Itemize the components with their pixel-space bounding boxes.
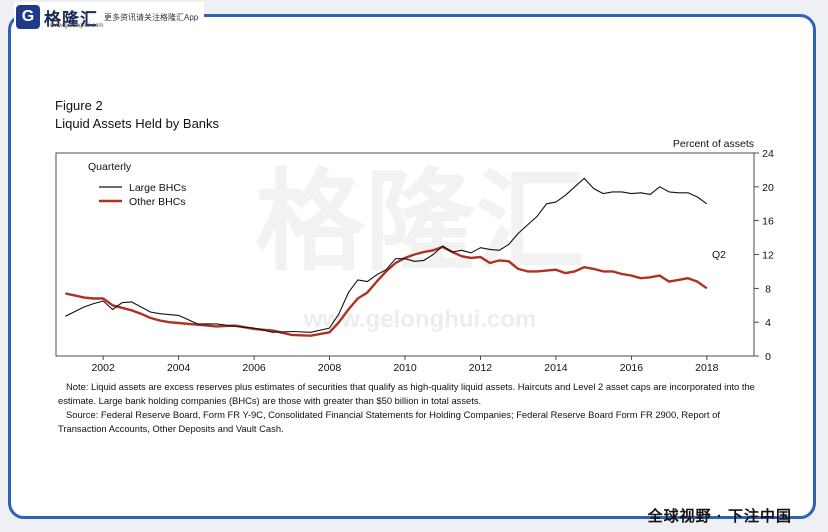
watermark-text-cn: 格隆汇: [255, 161, 585, 284]
x-tick-label: 2012: [469, 362, 493, 374]
watermark-text-url: www.gelonghui.com: [303, 306, 536, 333]
series-line-large-bhcs: [65, 177, 708, 333]
y-tick-label: 24: [762, 148, 774, 160]
brand-url: www.gelonghui.com: [50, 23, 104, 29]
y-tick-label: 12: [762, 250, 774, 262]
legend-label-other-bhcs: Other BHCs: [129, 196, 186, 208]
y-axis-label: Percent of assets: [673, 138, 754, 150]
frequency-label: Quarterly: [88, 161, 132, 173]
brand-header: G 格隆汇 www.gelonghui.com 更多资讯请关注格隆汇App: [14, 2, 205, 32]
figure-note: Note: Liquid assets are excess reserves …: [58, 380, 758, 436]
series-lines: [65, 177, 708, 337]
latest-quarter-label: Q2: [712, 249, 726, 261]
x-tick-label: 2008: [318, 362, 342, 374]
figure-caption: Liquid Assets Held by Banks: [55, 116, 220, 131]
note-text: Note: Liquid assets are excess reserves …: [58, 381, 755, 406]
x-tick-label: 2018: [695, 362, 719, 374]
series-line-other-bhcs: [65, 245, 708, 337]
x-tick-label: 2006: [242, 362, 266, 374]
footer-tagline: 全球视野 · 下注中国: [647, 508, 792, 525]
y-tick-label: 0: [765, 351, 771, 363]
y-axis: 0 4 8 12 16 20 24: [754, 148, 774, 363]
x-tick-label: 2002: [91, 362, 115, 374]
x-tick-label: 2016: [620, 362, 644, 374]
figure-number: Figure 2: [55, 98, 103, 113]
y-tick-label: 16: [762, 216, 774, 228]
x-axis: 2002 2004 2006 2008 2010 2012 2014 2016 2018: [91, 356, 719, 374]
figure-frame: [8, 14, 816, 519]
x-tick-label: 2010: [393, 362, 417, 374]
legend: Large BHCs Other BHCs: [99, 182, 186, 208]
y-tick-label: 20: [762, 182, 774, 194]
x-tick-label: 2014: [544, 362, 568, 374]
brand-tagline: 更多资讯请关注格隆汇App: [104, 12, 199, 22]
y-tick-label: 4: [765, 317, 771, 329]
brand-logo-icon: G: [16, 5, 40, 29]
brand-name: 格隆汇: [44, 9, 98, 29]
figure-title: Figure 2 Liquid Assets Held by Banks: [55, 97, 219, 133]
source-text: Source: Federal Reserve Board, Form FR Y…: [58, 409, 720, 434]
y-tick-label: 8: [765, 283, 771, 295]
x-tick-label: 2004: [167, 362, 191, 374]
legend-label-large-bhcs: Large BHCs: [129, 182, 186, 194]
